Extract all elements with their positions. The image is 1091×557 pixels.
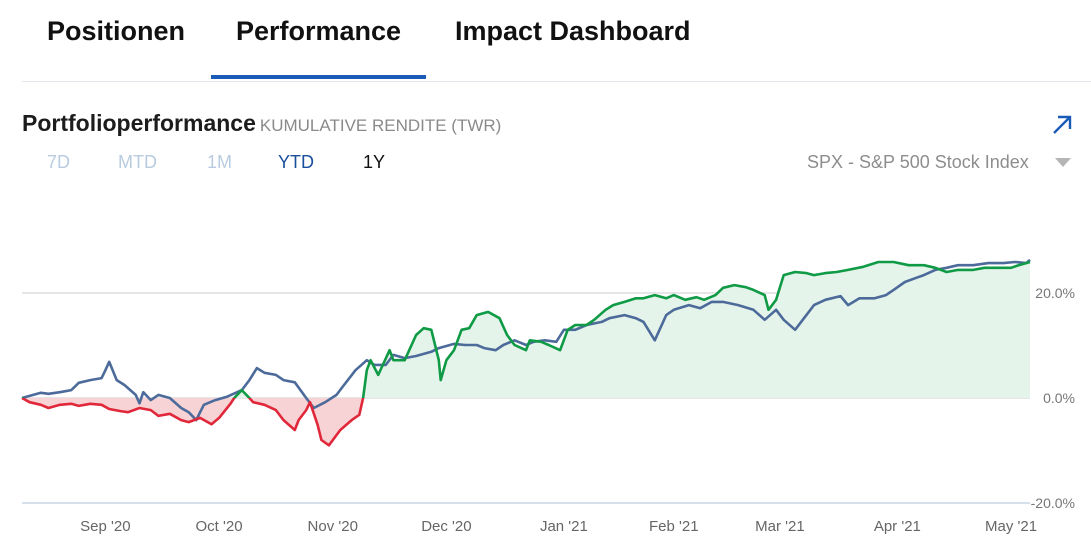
range-7d[interactable]: 7D bbox=[47, 152, 71, 172]
range-1m[interactable]: 1M bbox=[207, 152, 233, 172]
card-title: Portfolioperformance KUMULATIVE RENDITE (… bbox=[22, 110, 501, 137]
x-tick-label: Nov '20 bbox=[308, 518, 358, 535]
tab-positionen[interactable]: Positionen bbox=[47, 16, 186, 46]
x-tick-label: Sep '20 bbox=[80, 518, 130, 535]
tab-bar: Positionen Performance Impact Dashboard bbox=[22, 0, 1091, 82]
x-tick-label: Feb '21 bbox=[649, 518, 699, 535]
tab-impact-dashboard[interactable]: Impact Dashboard bbox=[455, 16, 691, 46]
arrow-up-right-icon[interactable] bbox=[1050, 112, 1074, 136]
portfolio-line-negative bbox=[21, 398, 365, 447]
chevron-down-icon[interactable] bbox=[1055, 158, 1071, 167]
x-tick-label: Dec '20 bbox=[421, 518, 471, 535]
portfolio-line-positive bbox=[22, 260, 1031, 398]
benchmark-line bbox=[21, 258, 1031, 422]
card-subtitle: KUMULATIVE RENDITE (TWR) bbox=[259, 116, 502, 135]
x-tick-label: Apr '21 bbox=[874, 518, 921, 535]
y-tick-label: 20.0% bbox=[1035, 285, 1075, 301]
portfolio-gain-area bbox=[22, 262, 1030, 398]
y-tick-label: 0.0% bbox=[1043, 390, 1075, 406]
range-1y[interactable]: 1Y bbox=[363, 152, 386, 172]
title-text: Portfolioperformance bbox=[22, 110, 256, 136]
tab-performance[interactable]: Performance bbox=[210, 16, 427, 79]
range-mtd[interactable]: MTD bbox=[118, 152, 157, 172]
portfolio-loss-area bbox=[22, 398, 1030, 446]
x-tick-label: May '21 bbox=[985, 518, 1037, 535]
x-tick-label: Mar '21 bbox=[755, 518, 805, 535]
range-ytd[interactable]: YTD bbox=[278, 152, 314, 172]
y-tick-label: -20.0% bbox=[1031, 495, 1075, 511]
x-tick-label: Jan '21 bbox=[540, 518, 588, 535]
x-tick-label: Oct '20 bbox=[196, 518, 243, 535]
benchmark-select[interactable]: SPX - S&P 500 Stock Index bbox=[807, 152, 1029, 172]
